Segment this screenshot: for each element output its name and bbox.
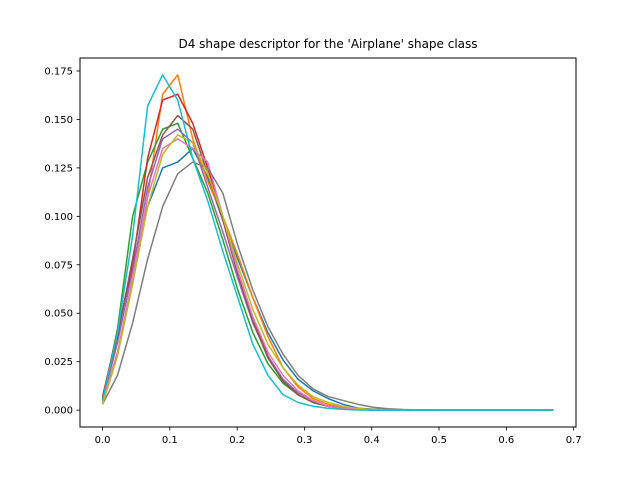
y-tick-label-6: 0.150 [44, 115, 73, 126]
y-axis: 0.000 0.025 0.050 0.075 0.100 0.125 0.150 0.175 [44, 66, 80, 417]
y-tick-label-4: 0.100 [44, 212, 73, 223]
axes-frame [79, 57, 577, 428]
x-tick-label-0: 0.0 [95, 435, 111, 446]
chart-title: D4 shape descriptor for the 'Airplane' s… [178, 37, 477, 51]
y-tick-label-2: 0.050 [44, 309, 73, 320]
series-layer [101, 74, 554, 411]
x-tick-label-4: 0.4 [364, 435, 380, 446]
plot-area: 0.0 0.1 0.2 0.3 0.4 0.5 0.6 0.7 0.000 0.025 0.050… [44, 57, 582, 446]
y-tick-label-1: 0.025 [44, 357, 73, 368]
series-line-10 [101, 74, 554, 411]
y-tick-label-7: 0.175 [44, 66, 73, 77]
x-tick-label-6: 0.6 [498, 435, 514, 446]
x-tick-label-7: 0.7 [566, 435, 582, 446]
y-tick-label-3: 0.075 [44, 260, 73, 271]
y-tick-label-0: 0.000 [44, 406, 73, 417]
x-tick-label-5: 0.5 [431, 435, 447, 446]
x-tick-label-3: 0.3 [296, 435, 312, 446]
x-tick-label-2: 0.2 [229, 435, 245, 446]
x-tick-label-1: 0.1 [162, 435, 178, 446]
x-axis: 0.0 0.1 0.2 0.3 0.4 0.5 0.6 0.7 [95, 427, 582, 446]
y-tick-label-5: 0.125 [44, 163, 73, 174]
plot-background [80, 58, 576, 427]
